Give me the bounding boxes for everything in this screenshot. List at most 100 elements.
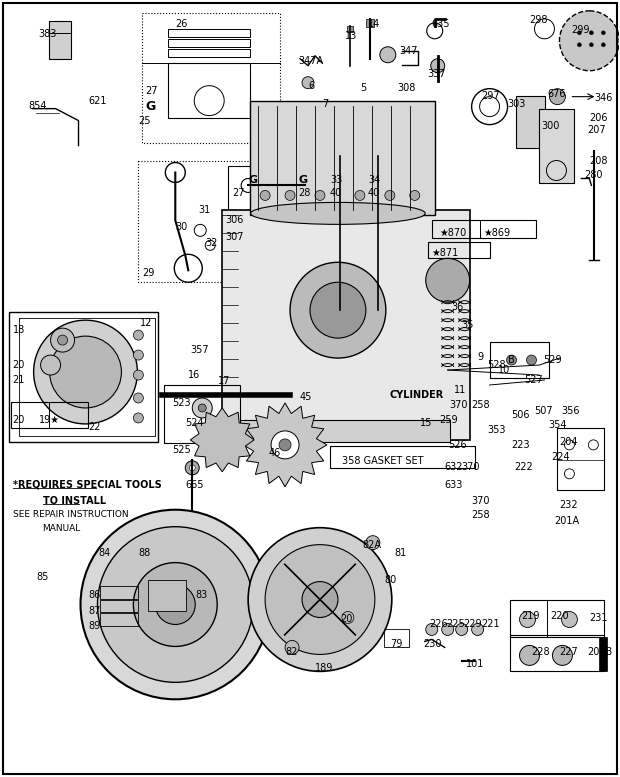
Text: 31: 31 (198, 205, 211, 215)
Circle shape (431, 59, 445, 73)
Circle shape (302, 77, 314, 89)
Circle shape (33, 320, 138, 424)
Polygon shape (190, 408, 254, 472)
Circle shape (310, 282, 366, 338)
Text: 201A: 201A (554, 516, 580, 526)
Text: 220: 220 (551, 611, 569, 622)
Circle shape (189, 465, 195, 471)
Bar (100, 586, 138, 598)
Text: G: G (248, 176, 257, 186)
Text: 370: 370 (450, 400, 468, 410)
Text: 221: 221 (482, 619, 500, 629)
Text: 347: 347 (400, 46, 419, 56)
Circle shape (133, 330, 143, 340)
Bar (11, 402, 89, 428)
Circle shape (285, 640, 299, 654)
Text: 26: 26 (175, 19, 188, 29)
Text: 27: 27 (145, 85, 158, 96)
Text: 20: 20 (12, 360, 25, 370)
Text: 82: 82 (285, 647, 298, 657)
Text: 297: 297 (482, 91, 500, 101)
Text: 506: 506 (512, 410, 530, 420)
Circle shape (81, 510, 270, 699)
Circle shape (133, 413, 143, 423)
Text: 22: 22 (89, 422, 101, 432)
Circle shape (133, 350, 143, 360)
Bar (384, 629, 409, 647)
Circle shape (133, 370, 143, 380)
Text: 13: 13 (345, 31, 357, 41)
Circle shape (133, 563, 217, 646)
Text: 87: 87 (89, 605, 101, 615)
Circle shape (198, 404, 206, 412)
Bar (510, 600, 604, 637)
Bar (330, 198, 350, 204)
Text: 5: 5 (360, 82, 366, 92)
Circle shape (315, 190, 325, 200)
Circle shape (248, 528, 392, 671)
Circle shape (526, 355, 536, 365)
Bar (143, 13, 280, 142)
Text: 224: 224 (551, 452, 570, 462)
Bar (368, 198, 388, 204)
Text: 15: 15 (420, 418, 432, 428)
Text: 259: 259 (440, 415, 458, 425)
Text: 14: 14 (368, 19, 380, 29)
Circle shape (279, 439, 291, 451)
Text: 27: 27 (232, 189, 245, 198)
Bar (366, 19, 374, 27)
Text: 525: 525 (172, 445, 191, 455)
Circle shape (507, 355, 516, 365)
Bar (168, 63, 250, 117)
Circle shape (577, 43, 582, 47)
Text: 226: 226 (430, 619, 448, 629)
Text: 9: 9 (477, 352, 484, 362)
Circle shape (51, 328, 74, 352)
Text: 208: 208 (590, 155, 608, 166)
Circle shape (265, 545, 375, 654)
Circle shape (260, 190, 270, 200)
Circle shape (40, 355, 61, 375)
Text: 354: 354 (549, 420, 567, 430)
Text: 83: 83 (195, 590, 208, 600)
Text: 524: 524 (185, 418, 204, 428)
Text: 101: 101 (466, 660, 484, 670)
Text: 346: 346 (595, 92, 613, 103)
Text: 209B: 209B (587, 647, 613, 657)
Text: 507: 507 (534, 406, 553, 416)
Circle shape (552, 646, 572, 665)
Text: 232: 232 (559, 500, 578, 510)
Text: 528: 528 (487, 360, 506, 370)
Bar (48, 21, 71, 59)
Text: 523: 523 (172, 398, 191, 408)
Circle shape (549, 89, 565, 105)
Circle shape (590, 43, 593, 47)
Text: 353: 353 (487, 425, 506, 435)
Polygon shape (243, 403, 327, 486)
Text: 298: 298 (529, 15, 548, 25)
Text: 280: 280 (585, 170, 603, 180)
Text: G: G (145, 99, 156, 113)
Text: 299: 299 (572, 25, 590, 35)
Text: 300: 300 (541, 120, 560, 131)
Bar (168, 29, 250, 37)
Text: 34: 34 (368, 176, 380, 186)
Bar (240, 420, 450, 442)
Bar (228, 166, 386, 211)
Text: 225: 225 (446, 619, 466, 629)
Text: B: B (508, 355, 515, 365)
Bar (100, 614, 138, 626)
Text: 207: 207 (587, 124, 606, 134)
Text: 258: 258 (472, 510, 490, 520)
Circle shape (426, 623, 438, 636)
Text: 81: 81 (395, 548, 407, 558)
Text: 635: 635 (432, 19, 450, 29)
Text: 36: 36 (452, 302, 464, 312)
Circle shape (590, 31, 593, 35)
Bar (490, 342, 549, 378)
Text: 35: 35 (462, 320, 474, 330)
Text: 223: 223 (512, 440, 530, 450)
Text: 84: 84 (99, 548, 111, 558)
Text: 80: 80 (385, 574, 397, 584)
Text: 11: 11 (454, 385, 466, 395)
